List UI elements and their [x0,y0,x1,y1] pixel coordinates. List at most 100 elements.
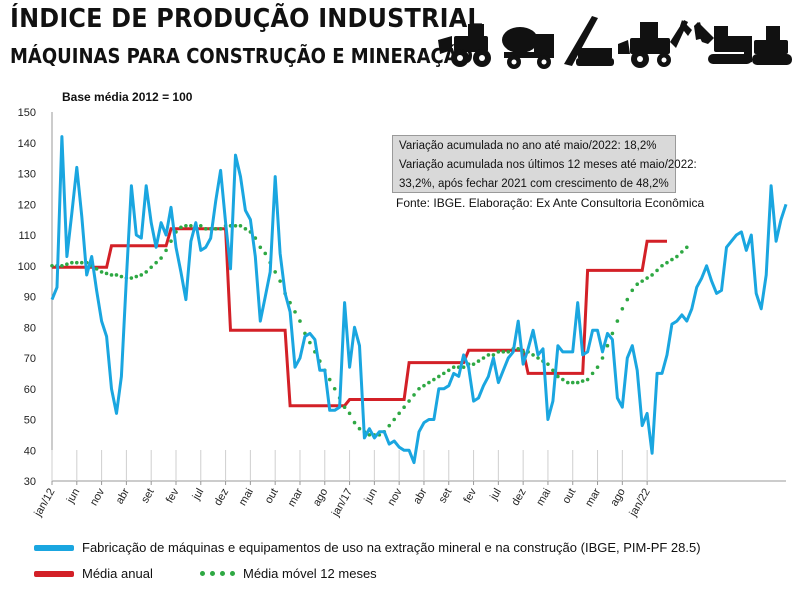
legend-swatch-moving [200,571,235,576]
moving-average-point [367,433,372,437]
y-tick-label: 120 [18,199,36,211]
x-tick-label: out [560,487,578,506]
moving-average-point [605,343,610,348]
moving-average-point [164,248,168,253]
info-line-1: Variação acumulada no ano até maio/2022:… [399,140,657,152]
legend-item-moving: Média móvel 12 meses [200,566,377,581]
page-title: ÍNDICE DE PRODUÇÃO INDUSTRIAL [10,4,483,34]
moving-average-point [585,377,590,382]
moving-average-point [595,365,600,370]
moving-average-point [50,263,54,268]
moving-average-point [273,270,277,274]
moving-average-point [387,423,392,428]
x-tick-label: jan/12 [32,487,58,520]
moving-average-point [650,273,654,277]
moving-average-point [347,411,352,416]
moving-average-point [640,279,644,283]
moving-average-point [446,368,451,373]
moving-average-point [556,374,560,379]
moving-average-point [278,279,282,283]
moving-average-point [630,288,635,293]
moving-average-point [481,356,486,360]
moving-average-point [119,274,124,279]
moving-average-point [491,353,496,357]
x-tick-label: mar [286,486,306,509]
moving-average-point [99,270,104,274]
moving-average-point [546,362,550,366]
moving-average-point [565,380,570,385]
moving-average-point [65,262,69,267]
x-tick-label: jul [488,486,504,502]
moving-average-point [218,227,223,231]
moving-average-point [451,365,456,370]
moving-average-point [441,371,446,376]
moving-average-point [144,270,149,274]
legend-item-monthly: Fabricação de máquinas e equipamentos de… [34,540,701,555]
moving-average-point [516,346,520,351]
y-tick-label: 80 [24,322,36,334]
moving-average-point [213,227,218,231]
x-tick-label: dez [212,487,231,508]
moving-average-point [308,340,312,345]
y-tick-label: 30 [24,476,36,488]
moving-average-point [233,223,238,228]
monthly-index-line [50,135,788,465]
moving-average-point [169,239,173,243]
moving-average-point [665,260,669,265]
moving-average-point [104,271,109,276]
moving-average-point [74,260,79,265]
source-note: Fonte: IBGE. Elaboração: Ex Ante Consult… [396,196,705,210]
moving-average-point [332,386,337,391]
moving-average-point [293,310,297,314]
excavator-icon [694,22,752,64]
moving-average-point [412,393,416,397]
x-tick-label: fev [164,486,182,505]
moving-average-point [536,356,540,360]
x-tick-label: jun [64,487,82,507]
moving-average-point [680,250,684,254]
concrete-mixer-icon [502,27,554,69]
y-tick-label: 100 [18,261,36,273]
info-line-2: Variação acumulada nos últimos 12 meses … [399,159,697,171]
moving-average-point [531,353,535,357]
x-tick-label: jan/17 [329,487,355,520]
moving-average-point [189,223,193,228]
moving-average-point [471,362,476,366]
x-tick-label: ago [311,487,331,509]
page-subtitle: MÁQUINAS PARA CONSTRUÇÃO E MINERAÇÃO [10,44,473,68]
moving-average-point [342,405,347,410]
moving-average-point [94,267,99,271]
x-tick-label: nov [88,486,108,508]
x-tick-label: abr [114,486,133,506]
wheel-loader-icon [438,24,491,67]
moving-average-point [154,260,158,265]
moving-average-point [417,386,421,391]
x-tick-label: set [437,487,455,506]
x-tick-label: jul [190,487,206,503]
x-tick-label: mar [583,486,603,509]
moving-average-point [600,356,605,360]
legend-swatch-monthly [34,544,74,551]
x-tick-label: out [263,487,281,506]
x-tick-label: fev [461,486,479,505]
moving-average-point [615,319,620,323]
y-tick-label: 110 [18,230,36,242]
moving-average-point [60,263,64,268]
moving-average-point [134,274,139,279]
info-line-3: 33,2%, após fechar 2021 com crescimento … [399,178,669,190]
moving-average-point [263,251,268,256]
moving-average-point [561,377,565,382]
moving-average-point [114,273,119,277]
moving-average-point [149,265,153,270]
y-tick-label: 40 [24,445,36,457]
backhoe-loader-icon [618,20,692,68]
moving-average-point [179,225,183,230]
info-box: Variação acumulada no ano até maio/2022:… [392,135,697,193]
moving-average-point [109,273,114,277]
moving-average-point [590,371,595,376]
moving-average-point [620,307,625,311]
legend-swatch-annual [34,570,74,577]
bulldozer-icon [744,26,792,65]
x-tick-label: ago [608,487,628,509]
moving-average-point [580,379,585,383]
